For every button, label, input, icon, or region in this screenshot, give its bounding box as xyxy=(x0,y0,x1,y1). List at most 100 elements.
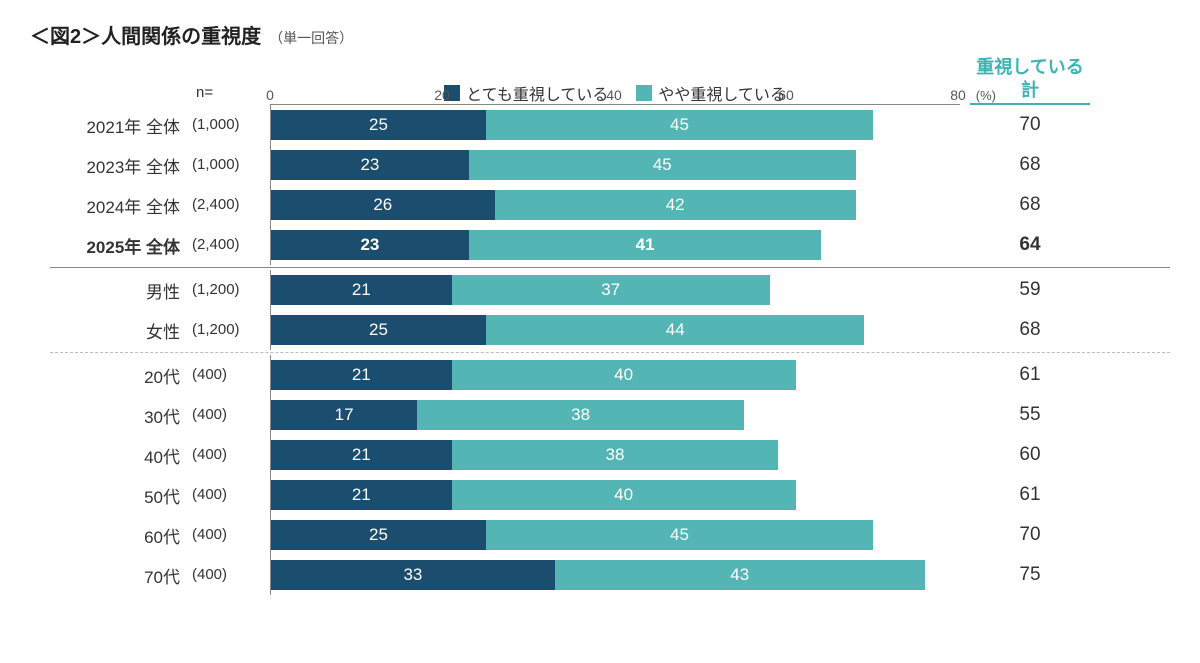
data-row: 男性(1,200) 2137 59 xyxy=(30,270,1170,310)
stacked-bar: 2642 xyxy=(271,190,856,220)
chart: n= とても重視している やや重視している (%) 020406080 重視して… xyxy=(30,61,1170,595)
figure-title-row: ＜図2＞人間関係の重視度 （単一回答） xyxy=(30,20,1170,49)
bar-segment-series1: 25 xyxy=(271,315,486,345)
bar-segment-series2: 41 xyxy=(469,230,822,260)
data-row: 70代(400)334375 xyxy=(30,555,1170,595)
bar-segment-series2: 40 xyxy=(452,480,796,510)
row-n: (1,200) xyxy=(190,321,240,338)
bar-segment-series2: 44 xyxy=(486,315,864,345)
stacked-bar: 2545 xyxy=(271,520,873,550)
bar-segment-series1: 23 xyxy=(271,150,469,180)
row-label: 女性 xyxy=(30,318,190,343)
bar-segment-series2: 45 xyxy=(486,110,873,140)
axis-tick: 40 xyxy=(606,87,622,103)
x-axis: (%) 020406080 xyxy=(270,85,960,105)
bar-area: 2642 xyxy=(270,185,960,225)
bar-area: 2544 xyxy=(270,310,960,350)
n-header: n= xyxy=(196,84,213,101)
data-row: 2024年 全体(2,400) 2642 68 xyxy=(30,185,1170,225)
data-row: 2021年 全体(1,000)254570 xyxy=(30,105,1170,145)
bar-area: 2341 xyxy=(270,225,960,265)
row-label: 2021年 全体 xyxy=(30,113,190,138)
stacked-bar: 2545 xyxy=(271,110,873,140)
data-row: 20代(400)214061 xyxy=(30,355,1170,395)
figure-subtitle: （単一回答） xyxy=(269,28,353,48)
bar-segment-series2: 40 xyxy=(452,360,796,390)
row-label: 20代 xyxy=(30,363,190,388)
data-row: 50代(400)214061 xyxy=(30,475,1170,515)
bar-segment-series1: 21 xyxy=(271,360,452,390)
bar-segment-series2: 42 xyxy=(495,190,856,220)
bar-area: 1738 xyxy=(270,395,960,435)
stacked-bar: 2341 xyxy=(271,230,821,260)
row-label: 2023年 全体 xyxy=(30,153,190,178)
row-n: (1,000) xyxy=(190,156,240,173)
bar-segment-series1: 25 xyxy=(271,110,486,140)
row-total: 55 xyxy=(960,404,1100,426)
row-label: 60代 xyxy=(30,523,190,548)
axis-unit: (%) xyxy=(976,88,996,103)
row-total: 70 xyxy=(960,524,1100,546)
row-label: 50代 xyxy=(30,483,190,508)
bar-area: 2140 xyxy=(270,355,960,395)
row-n: (400) xyxy=(190,526,227,543)
axis-tick: 20 xyxy=(434,87,450,103)
row-label: 40代 xyxy=(30,443,190,468)
total-header-l1: 重視している xyxy=(976,57,1083,77)
stacked-bar: 2137 xyxy=(271,275,770,305)
row-label: 30代 xyxy=(30,403,190,428)
bar-segment-series1: 21 xyxy=(271,275,452,305)
bar-segment-series2: 45 xyxy=(486,520,873,550)
bar-segment-series1: 17 xyxy=(271,400,417,430)
bar-area: 2140 xyxy=(270,475,960,515)
stacked-bar: 1738 xyxy=(271,400,744,430)
chart-header: n= とても重視している やや重視している (%) 020406080 重視して… xyxy=(30,61,1170,105)
total-header-l2: 計 xyxy=(1021,80,1039,100)
row-total: 60 xyxy=(960,444,1100,466)
bar-area: 2545 xyxy=(270,105,960,145)
row-n: (2,400) xyxy=(190,196,240,213)
bar-area: 2545 xyxy=(270,515,960,555)
row-label: 男性 xyxy=(30,278,190,303)
bar-area: 2138 xyxy=(270,435,960,475)
stacked-bar: 2544 xyxy=(271,315,864,345)
bar-segment-series2: 45 xyxy=(469,150,856,180)
row-n: (1,000) xyxy=(190,116,240,133)
chart-rows: 2021年 全体(1,000)2545702023年 全体(1,000)2345… xyxy=(30,105,1170,595)
data-row: 2023年 全体(1,000)234568 xyxy=(30,145,1170,185)
row-n: (400) xyxy=(190,446,227,463)
row-total: 64 xyxy=(960,234,1100,256)
data-row: 2025年 全体(2,400)234164 xyxy=(30,225,1170,265)
row-total: 68 xyxy=(960,194,1100,216)
bar-segment-series1: 21 xyxy=(271,440,452,470)
bar-segment-series1: 21 xyxy=(271,480,452,510)
row-n: (1,200) xyxy=(190,281,240,298)
row-total: 61 xyxy=(960,364,1100,386)
bar-segment-series1: 23 xyxy=(271,230,469,260)
bar-segment-series2: 43 xyxy=(555,560,925,590)
row-n: (400) xyxy=(190,366,227,383)
bar-segment-series1: 26 xyxy=(271,190,495,220)
data-row: 30代(400)173855 xyxy=(30,395,1170,435)
bar-area: 2345 xyxy=(270,145,960,185)
axis-tick: 60 xyxy=(778,87,794,103)
data-row: 60代(400) 2545 70 xyxy=(30,515,1170,555)
stacked-bar: 2345 xyxy=(271,150,856,180)
bar-area: 3343 xyxy=(270,555,960,595)
axis-tick: 0 xyxy=(266,87,274,103)
axis-tick: 80 xyxy=(950,87,966,103)
stacked-bar: 2138 xyxy=(271,440,778,470)
row-total: 75 xyxy=(960,564,1100,586)
bar-area: 2137 xyxy=(270,270,960,310)
stacked-bar: 2140 xyxy=(271,480,796,510)
row-label: 2024年 全体 xyxy=(30,193,190,218)
row-total: 59 xyxy=(960,279,1100,301)
stacked-bar: 3343 xyxy=(271,560,925,590)
axis-and-legend: とても重視している やや重視している (%) 020406080 xyxy=(270,81,960,105)
bar-segment-series1: 25 xyxy=(271,520,486,550)
bar-segment-series2: 38 xyxy=(452,440,779,470)
bar-segment-series1: 33 xyxy=(271,560,555,590)
bar-segment-series2: 37 xyxy=(452,275,770,305)
bar-segment-series2: 38 xyxy=(417,400,744,430)
data-row: 40代(400) 2138 60 xyxy=(30,435,1170,475)
